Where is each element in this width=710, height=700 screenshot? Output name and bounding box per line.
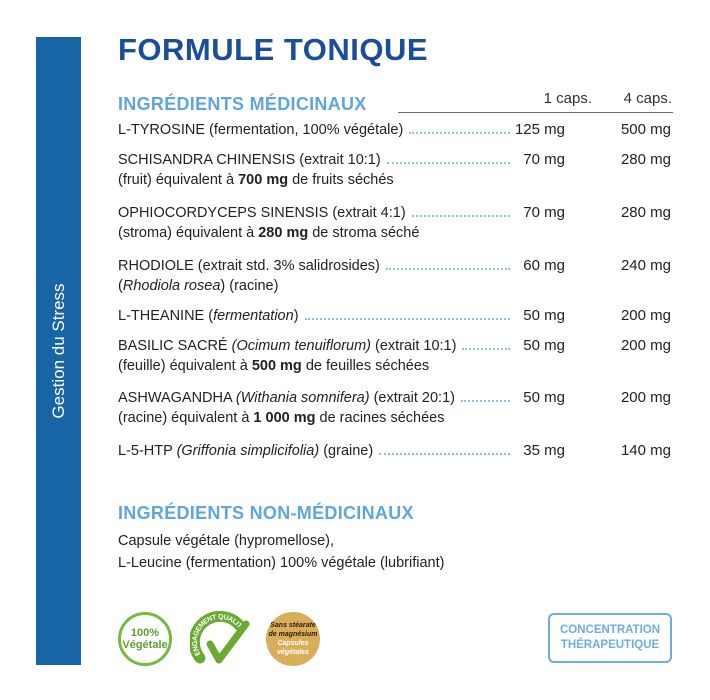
nonmedicinal-line: L-Leucine (fermentation) 100% végétale (…: [118, 555, 445, 571]
concentration-badge: CONCENTRATION THÉRAPEUTIQUE: [548, 613, 672, 663]
dose-1-capsule: 60 mg: [523, 257, 565, 274]
ingredient-row: BASILIC SACRÉ (Ocimum tenuiflorum) (extr…: [118, 336, 673, 376]
ingredient-name: L-5-HTP (Griffonia simplicifolia) (grain…: [118, 443, 374, 459]
col-header-4caps: 4 caps.: [623, 90, 672, 107]
dose-1-capsule: 50 mg: [523, 307, 565, 324]
quality-check-badge-icon: ENGAGEMENT QUALITÉ: [190, 608, 250, 670]
leader-dots: [379, 453, 510, 455]
quality-badge-graphic: ENGAGEMENT QUALITÉ: [190, 608, 250, 664]
dose-1-capsule: 125 mg: [514, 121, 565, 138]
stearate-free-badge-icon: Sans stéarate de magnésium Capsules végét…: [266, 612, 320, 666]
ingredient-detail: (stroma) équivalent à 280 mg de stroma s…: [118, 225, 420, 241]
leader-dots: [460, 400, 510, 402]
quality-arc: [190, 610, 246, 664]
vegetale-badge-icon: 100% Végétale: [118, 612, 172, 666]
ingredient-row: L-TYROSINE (fermentation, 100% végétale)…: [118, 120, 673, 140]
dose-1-capsule: 35 mg: [523, 442, 565, 459]
ingredient-row: SCHISANDRA CHINENSIS (extrait 10:1) (frui…: [118, 150, 673, 190]
badge-text: Capsules végétales: [277, 640, 309, 656]
ingredient-row: L-5-HTP (Griffonia simplicifolia) (grain…: [118, 441, 673, 461]
ingredient-name: OPHIOCORDYCEPS SINENSIS (extrait 4:1): [118, 205, 406, 221]
ingredient-row: RHODIOLE (extrait std. 3% salidrosides) (…: [118, 256, 673, 296]
dose-1-capsule: 50 mg: [523, 389, 565, 406]
leader-dots: [304, 318, 510, 320]
ingredient-name: L-THEANINE (fermentation): [118, 308, 299, 324]
page-title: FORMULE TONIQUE: [118, 32, 429, 67]
ingredient-detail: (Rhodiola rosea) (racine): [118, 278, 279, 294]
leader-dots: [411, 215, 510, 217]
dose-4-capsules: 240 mg: [620, 257, 671, 274]
dose-4-capsules: 200 mg: [620, 389, 671, 406]
nonmedicinal-text: Capsule végétale (hypromellose), L-Leuci…: [118, 530, 444, 574]
dose-1-capsule: 70 mg: [523, 204, 565, 221]
dose-1-capsule: 70 mg: [523, 151, 565, 168]
ingredient-name: BASILIC SACRÉ (Ocimum tenuiflorum) (extr…: [118, 338, 457, 354]
ingredient-detail: (feuille) équivalent à 500 mg de feuille…: [118, 358, 430, 374]
ingredient-name: RHODIOLE (extrait std. 3% salidrosides): [118, 258, 380, 274]
nonmedicinal-line: Capsule végétale (hypromellose),: [118, 533, 334, 549]
ingredient-name: SCHISANDRA CHINENSIS (extrait 10:1): [118, 152, 381, 168]
medicinal-heading: INGRÉDIENTS MÉDICINAUX: [118, 94, 367, 114]
badge-text: Sans stéarate de magnésium: [268, 622, 318, 638]
ingredient-name: ASHWAGANDHA (Withania somnifera) (extrai…: [118, 390, 455, 406]
ingredient-row: OPHIOCORDYCEPS SINENSIS (extrait 4:1) (st…: [118, 203, 673, 243]
checkmark-icon: [206, 620, 250, 664]
category-sidebar: Gestion du Stress: [36, 37, 81, 665]
dose-4-capsules: 140 mg: [620, 442, 671, 459]
leader-dots: [386, 162, 510, 164]
ingredient-detail: (fruit) équivalent à 700 mg de fruits sé…: [118, 172, 394, 188]
leader-dots: [462, 348, 510, 350]
badge-line: CONCENTRATION: [559, 624, 661, 636]
ingredient-name: L-TYROSINE (fermentation, 100% végétale): [118, 122, 404, 138]
dose-4-capsules: 500 mg: [620, 121, 671, 138]
ingredient-detail: (racine) équivalent à 1 000 mg de racine…: [118, 410, 445, 426]
dose-4-capsules: 280 mg: [620, 151, 671, 168]
dose-4-capsules: 200 mg: [620, 337, 671, 354]
col-header-1caps: 1 caps.: [543, 90, 592, 107]
dose-4-capsules: 200 mg: [620, 307, 671, 324]
leader-dots: [385, 268, 510, 270]
badge-line: THÉRAPEUTIQUE: [560, 639, 660, 651]
nonmedicinal-heading: INGRÉDIENTS NON-MÉDICINAUX: [118, 503, 414, 523]
dose-1-capsule: 50 mg: [523, 337, 565, 354]
header-divider: [398, 112, 673, 113]
dose-4-capsules: 280 mg: [620, 204, 671, 221]
category-label: Gestion du Stress: [48, 283, 68, 419]
leader-dots: [409, 132, 510, 134]
ingredient-row: L-THEANINE (fermentation) 50 mg 200 mg: [118, 306, 673, 326]
ingredient-row: ASHWAGANDHA (Withania somnifera) (extrai…: [118, 388, 673, 428]
